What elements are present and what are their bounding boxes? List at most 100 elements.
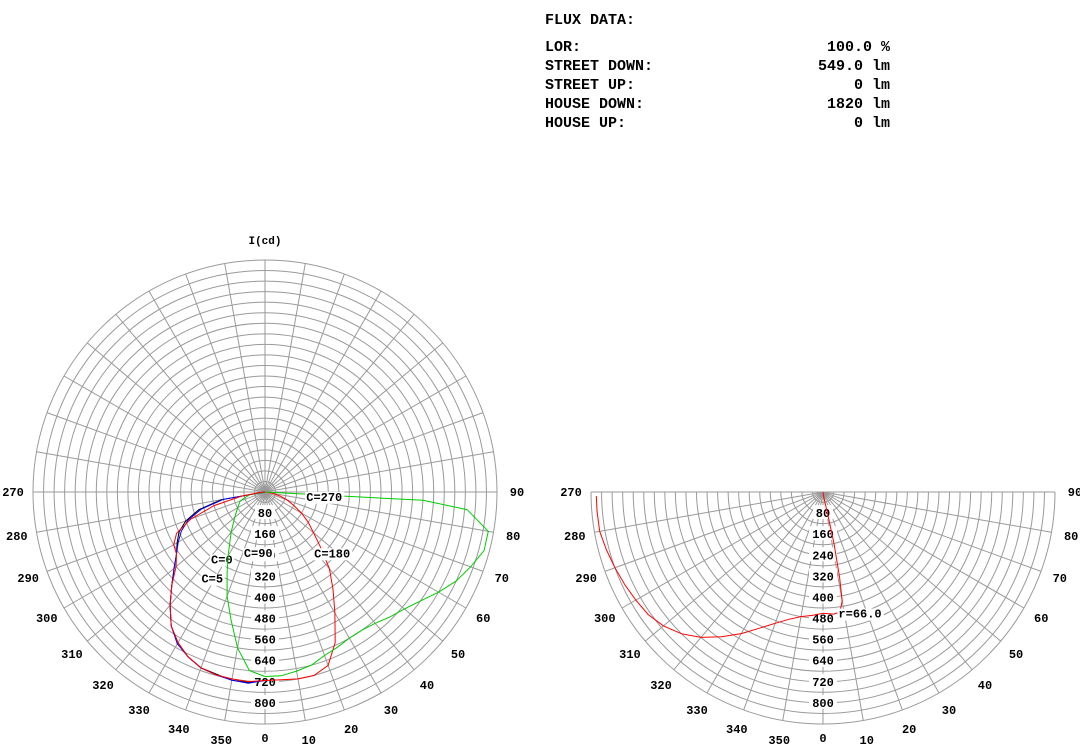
angle-tick-label: 40	[420, 679, 434, 693]
angle-tick-label: 280	[6, 530, 28, 544]
radial-tick-bg	[809, 631, 837, 646]
series-label-bg	[837, 608, 884, 621]
grid-spoke	[264, 491, 415, 671]
flux-row-house-up: HOUSE UP: 0 lm	[545, 114, 890, 133]
series-label: C=180	[314, 547, 350, 561]
grid-spoke	[46, 412, 266, 493]
angle-tick-label: 90	[510, 486, 524, 500]
flux-label: HOUSE UP:	[545, 115, 627, 132]
angle-tick-label: 330	[686, 704, 708, 718]
angle-tick-label: 300	[36, 612, 58, 626]
angle-tick-label: 80	[1064, 530, 1078, 544]
radial-tick-bg	[809, 673, 837, 688]
grid-spoke	[115, 313, 266, 493]
radial-tick-label: 800	[254, 697, 276, 711]
series-label: C=5	[201, 573, 223, 587]
grid-spoke	[264, 313, 415, 493]
radial-tick-bg	[809, 547, 837, 562]
grid-spoke	[264, 491, 494, 533]
radial-tick-bg	[255, 505, 275, 520]
angle-tick-label: 270	[2, 486, 24, 500]
angle-tick-label: 340	[726, 723, 748, 737]
radial-tick-bg	[251, 631, 279, 646]
angle-tick-label: 70	[495, 572, 509, 586]
angle-tick-label: 10	[860, 734, 874, 748]
angle-tick-label: 80	[506, 530, 520, 544]
grid-spoke	[264, 290, 382, 493]
radial-tick-label: 160	[254, 528, 276, 542]
grid-spoke	[224, 263, 266, 493]
angle-tick-label: 30	[384, 704, 398, 718]
radial-tick-bg	[809, 589, 837, 604]
radial-tick-label: 560	[812, 634, 834, 648]
flux-label: HOUSE DOWN:	[545, 96, 645, 113]
angle-tick-label: 320	[92, 679, 114, 693]
angle-tick-label: 280	[564, 530, 586, 544]
series-label-bg	[305, 491, 345, 504]
flux-title: FLUX DATA:	[545, 12, 636, 29]
radial-tick-bg	[809, 568, 837, 583]
angle-tick-label: 340	[168, 723, 190, 737]
grid-spoke	[822, 491, 1025, 609]
series-line-r-66-0	[595, 491, 843, 638]
flux-row-lor: LOR: 100.0 %	[545, 38, 890, 57]
angle-tick-label: 20	[344, 723, 358, 737]
angle-tick-label: 310	[61, 648, 83, 662]
grid-spoke	[673, 491, 824, 671]
angle-tick-label: 350	[210, 734, 232, 748]
flux-value: 0 lm	[853, 77, 890, 94]
radial-tick-bg	[251, 568, 279, 583]
grid-spoke	[264, 342, 444, 493]
grid-spoke	[86, 342, 266, 493]
radial-tick-label: 560	[254, 634, 276, 648]
angle-tick-label: 300	[594, 612, 616, 626]
angle-tick-label: 90	[1068, 486, 1080, 500]
grid-spoke	[264, 412, 484, 493]
radial-tick-bg	[251, 526, 279, 541]
grid-spoke	[63, 375, 266, 493]
angle-tick-label: 320	[650, 679, 672, 693]
flux-label: STREET UP:	[545, 77, 636, 94]
angle-tick-label: 30	[942, 704, 956, 718]
polar-chart-right: 8016024032040048056064072080027028029030…	[560, 486, 1080, 748]
angle-tick-label: 60	[476, 612, 490, 626]
grid-spoke	[264, 273, 345, 493]
angle-tick-label: 330	[128, 704, 150, 718]
angle-tick-label: 60	[1034, 612, 1048, 626]
series-line-c-180	[169, 491, 336, 683]
grid-spoke	[264, 491, 484, 572]
flux-row-street-down: STREET DOWN: 549.0 lm	[545, 57, 890, 76]
radial-tick-label: 480	[812, 613, 834, 627]
radial-tick-bg	[809, 694, 837, 709]
angle-tick-label: 70	[1053, 572, 1067, 586]
flux-label: LOR:	[545, 39, 582, 56]
radial-tick-bg	[251, 589, 279, 604]
radial-tick-label: 640	[812, 655, 834, 669]
polar-chart-left: 8016024032040048056064072080027028029030…	[2, 259, 524, 748]
radial-tick-bg	[809, 652, 837, 667]
flux-value: 1820 lm	[826, 96, 890, 113]
series-line-c-270	[264, 491, 489, 677]
angle-tick-label: 350	[768, 734, 790, 748]
grid-spoke	[185, 273, 266, 493]
radial-tick-bg	[251, 694, 279, 709]
angle-tick-label: 50	[1009, 648, 1023, 662]
series-line-c-90	[226, 491, 266, 677]
radial-tick-label: 240	[812, 549, 834, 563]
angle-tick-label: 20	[902, 723, 916, 737]
radial-tick-label: 80	[258, 507, 272, 521]
grid-spoke	[264, 491, 382, 694]
grid-spoke	[822, 491, 973, 671]
series-label-bg	[313, 548, 353, 561]
grid-spoke	[148, 491, 266, 694]
series-label-bg	[242, 548, 275, 561]
radial-tick-label: 800	[812, 697, 834, 711]
radial-tick-label: 400	[812, 591, 834, 605]
radial-tick-bg	[809, 526, 837, 541]
grid-spoke	[115, 491, 266, 671]
radial-tick-bg	[251, 652, 279, 667]
flux-label: STREET DOWN:	[545, 58, 654, 75]
grid-spoke	[264, 375, 467, 493]
grid-spoke	[264, 491, 444, 642]
